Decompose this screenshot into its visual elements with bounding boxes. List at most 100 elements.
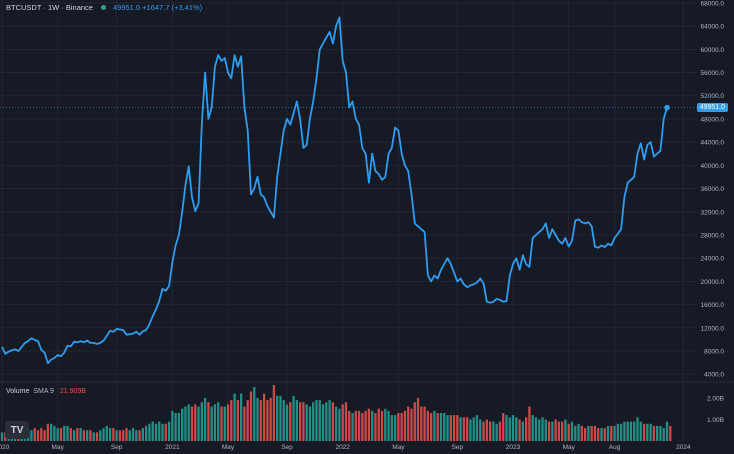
volume-bar (66, 425, 69, 441)
volume-bar (338, 408, 341, 441)
volume-bar (295, 400, 298, 441)
volume-bar (669, 425, 672, 441)
volume-bar (393, 415, 397, 441)
volume-bar (492, 421, 495, 441)
volume-bar (459, 417, 462, 441)
volume-bar (659, 425, 662, 441)
volume-bar (33, 428, 36, 441)
volume-bar (262, 393, 266, 441)
volume-bar (485, 419, 488, 441)
volume-bar (239, 393, 243, 441)
x-tick-label: 2024 (676, 444, 691, 451)
volume-bar (230, 400, 233, 441)
y-tick-label: 44000.0 (701, 140, 725, 147)
y-tick-label: 36000.0 (701, 186, 725, 193)
y-tick-label: 32000.0 (701, 209, 725, 216)
y-tick-label: 40000.0 (701, 163, 725, 170)
volume-bar (426, 410, 430, 441)
volume-bar (446, 415, 449, 441)
volume-bar (135, 430, 138, 441)
price-series-line (1, 16, 668, 365)
volume-bar (89, 430, 92, 441)
volume-bar (416, 397, 420, 441)
volume-bar (220, 406, 223, 441)
volume-bar (639, 421, 642, 441)
volume-bar (354, 410, 357, 441)
volume-bar (243, 406, 246, 441)
volume-bar (410, 408, 413, 441)
volume-bar (606, 425, 610, 441)
tradingview-logo-icon[interactable]: TV (5, 421, 29, 439)
volume-bar (521, 421, 525, 441)
volume-bar (0, 432, 4, 441)
volume-bar (531, 415, 534, 441)
volume-bar (557, 421, 561, 441)
volume-bar (649, 423, 652, 441)
volume-bar (213, 404, 217, 441)
y-tick-label: 4000.0 (704, 372, 724, 379)
volume-bar (524, 417, 528, 441)
volume-bar (171, 410, 174, 441)
volume-bar (652, 425, 656, 441)
volume-bar (551, 421, 554, 441)
volume-bar (384, 408, 387, 441)
y-tick-label: 52000.0 (701, 93, 725, 100)
volume-bar (400, 413, 403, 441)
volume-bar (236, 400, 240, 441)
volume-bar (407, 406, 410, 441)
volume-bar (56, 428, 59, 441)
volume-bar (597, 428, 600, 441)
volume-bar (207, 402, 210, 441)
volume-bar (472, 417, 475, 441)
volume-bar (380, 410, 384, 441)
volume-bar (515, 417, 518, 441)
y-tick-label: 60000.0 (701, 47, 725, 54)
volume-bar (122, 430, 125, 441)
volume-bar (184, 406, 187, 441)
x-tick-label: May (392, 444, 405, 451)
volume-legend: Volume SMA 9 21.909B (6, 388, 86, 395)
volume-bar (429, 413, 433, 441)
price-change-readout: 49951.0 +1647.7 (+3.41%) (112, 3, 203, 12)
volume-bar (266, 400, 269, 441)
volume-bar (456, 415, 459, 441)
volume-bar (105, 425, 108, 441)
volume-bar (629, 421, 633, 441)
volume-bar (449, 415, 452, 441)
volume-bar (305, 404, 308, 441)
volume-bar (131, 428, 135, 441)
volume-bar (259, 400, 262, 441)
volume-bar (511, 415, 515, 441)
volume-bar (364, 410, 367, 441)
volume-bar (246, 400, 249, 441)
volume-bar (570, 421, 574, 441)
volume-bar (495, 423, 498, 441)
volume-bar (30, 430, 33, 441)
y-tick-label: 64000.0 (701, 24, 725, 31)
volume-bar (43, 430, 46, 441)
volume-bar (177, 413, 181, 441)
y-tick-label: 20000.0 (701, 279, 725, 286)
volume-bar (633, 421, 636, 441)
volume-bar (656, 425, 659, 441)
volume-bar (161, 423, 164, 441)
volume-bar (174, 413, 177, 441)
volume-bar (249, 391, 253, 441)
volume-bar (63, 425, 66, 441)
volume-bar (482, 421, 485, 441)
volume-bar (587, 425, 590, 441)
volume-bar (577, 423, 580, 441)
volume-bar (72, 430, 76, 441)
x-tick-label: Sep (452, 444, 464, 451)
last-price-marker (664, 104, 670, 111)
volume-bar (567, 423, 570, 441)
volume-bar (187, 404, 190, 441)
volume-bar (138, 430, 141, 441)
volume-bar (574, 425, 577, 441)
volume-bar (112, 428, 115, 441)
volume-bar (328, 400, 331, 441)
volume-bar (308, 406, 312, 441)
x-tick-label: 2022 (335, 444, 350, 451)
